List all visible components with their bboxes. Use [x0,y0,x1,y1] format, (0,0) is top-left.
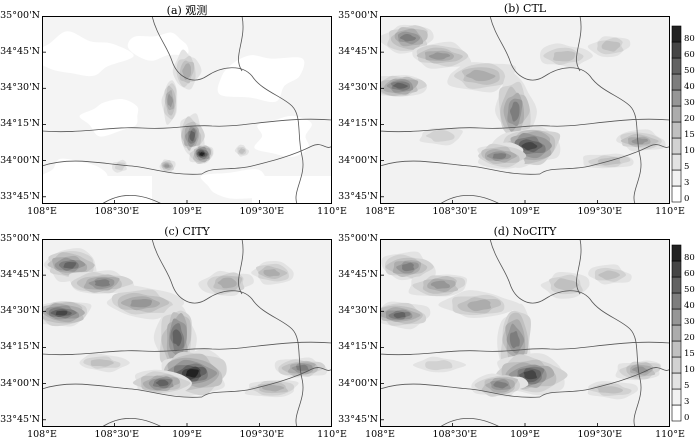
colorbar-swatch [671,41,682,59]
colorbar-bottom: 0 3 5 10 15 20 30 40 50 60 80 [671,244,695,423]
lat-tick-label: 34°00'N [0,154,40,166]
lon-tick-label: 110°E [655,206,685,217]
colorbar-swatch [671,89,682,107]
colorbar-swatch [671,276,682,294]
lon-tick-label: 108°E [365,206,395,217]
map-panel-a [42,16,332,204]
lon-tick-label: 109°30'E [239,429,285,440]
colorbar-label: 3 [684,397,689,407]
colorbar-swatch [671,137,682,155]
colorbar-label: 80 [684,34,695,44]
colorbar-swatch [671,340,682,358]
colorbar-swatch [671,57,682,75]
colorbar-swatch [671,153,682,171]
lat-tick-label: 33°45'N [0,190,40,202]
colorbar-swatch [671,292,682,310]
lon-tick-label: 108°30'E [94,206,140,217]
colorbar-label: 15 [684,130,695,140]
lon-tick-label: 109°30'E [577,206,623,217]
lat-tick-label: 35°00'N [0,10,40,21]
colorbar-label: 20 [684,114,695,124]
colorbar-label: 10 [684,146,695,156]
lon-tick-label: 109°E [172,429,202,440]
colorbar-swatch [671,185,682,203]
colorbar-swatch [671,244,682,262]
lon-tick-label: 110°E [317,429,347,440]
panel-title-b: (b) CTL [503,2,547,15]
colorbar-label: 50 [684,66,695,76]
colorbar-swatch [671,105,682,123]
lat-tick-label: 34°30'N [0,82,40,94]
colorbar-label: 50 [684,285,695,295]
lat-tick-label: 34°00'N [338,377,378,389]
colorbar-label: 30 [684,317,695,327]
colorbar-label: 0 [684,194,689,204]
lat-tick-label: 35°00'N [0,233,40,244]
colorbar-label: 60 [684,50,695,60]
colorbar-label: 60 [684,269,695,279]
colorbar-swatch [671,260,682,278]
map-panel-b [380,16,670,204]
lat-tick-label: 33°45'N [338,190,378,202]
colorbar-swatch [671,73,682,91]
colorbar-label: 5 [684,381,689,391]
colorbar-swatch [671,388,682,406]
panel-title-d: (d) NoCITY [493,225,557,238]
lon-tick-label: 110°E [317,206,347,217]
lat-tick-label: 34°15'N [338,341,378,353]
lon-tick-label: 109°E [510,429,540,440]
colorbar-label: 40 [684,301,695,311]
colorbar-label: 15 [684,349,695,359]
lat-tick-label: 34°15'N [338,118,378,130]
lat-tick-label: 35°00'N [338,10,378,21]
lon-tick-label: 109°E [172,206,202,217]
lat-tick-label: 34°30'N [338,305,378,317]
lon-tick-label: 108°30'E [94,429,140,440]
lat-tick-label: 33°45'N [338,413,378,425]
colorbar-swatch [671,372,682,390]
lat-tick-label: 34°30'N [338,82,378,94]
lon-tick-label: 108°E [27,429,57,440]
colorbar-label: 40 [684,82,695,92]
lat-tick-label: 34°30'N [0,305,40,317]
lat-tick-label: 34°15'N [0,341,40,353]
colorbar-swatch [671,308,682,326]
colorbar-label: 3 [684,178,689,188]
colorbar-label: 0 [684,413,689,423]
lat-tick-label: 35°00'N [338,233,378,244]
lon-tick-label: 110°E [655,429,685,440]
lat-tick-label: 34°15'N [0,118,40,130]
lon-tick-label: 109°30'E [239,206,285,217]
colorbar-swatch [671,404,682,422]
colorbar-label: 10 [684,365,695,375]
lat-tick-label: 34°45'N [338,269,378,281]
colorbar-swatch [671,121,682,139]
map-panel-c [42,239,332,427]
lat-tick-label: 34°45'N [0,46,40,58]
colorbar-top: 0 3 5 10 15 20 30 40 50 60 80 [671,25,695,204]
panel-title-c: (c) CITY [164,225,210,238]
colorbar-swatch [671,356,682,374]
lat-tick-label: 34°00'N [0,377,40,389]
colorbar-label: 80 [684,253,695,263]
lon-tick-label: 109°E [510,206,540,217]
lon-tick-label: 108°30'E [432,206,478,217]
lon-tick-label: 109°30'E [577,429,623,440]
lon-tick-label: 108°E [27,206,57,217]
colorbar-label: 30 [684,98,695,108]
colorbar-label: 20 [684,333,695,343]
lat-tick-label: 34°45'N [0,269,40,281]
colorbar-swatch [671,324,682,342]
lat-tick-label: 33°45'N [0,413,40,425]
lon-tick-label: 108°E [365,429,395,440]
panel-title-a: (a) 观测 [166,4,208,17]
lon-tick-label: 108°30'E [432,429,478,440]
colorbar-swatch [671,25,682,43]
map-panel-d [380,239,670,427]
colorbar-swatch [671,169,682,187]
lat-tick-label: 34°00'N [338,154,378,166]
colorbar-label: 5 [684,162,689,172]
lat-tick-label: 34°45'N [338,46,378,58]
